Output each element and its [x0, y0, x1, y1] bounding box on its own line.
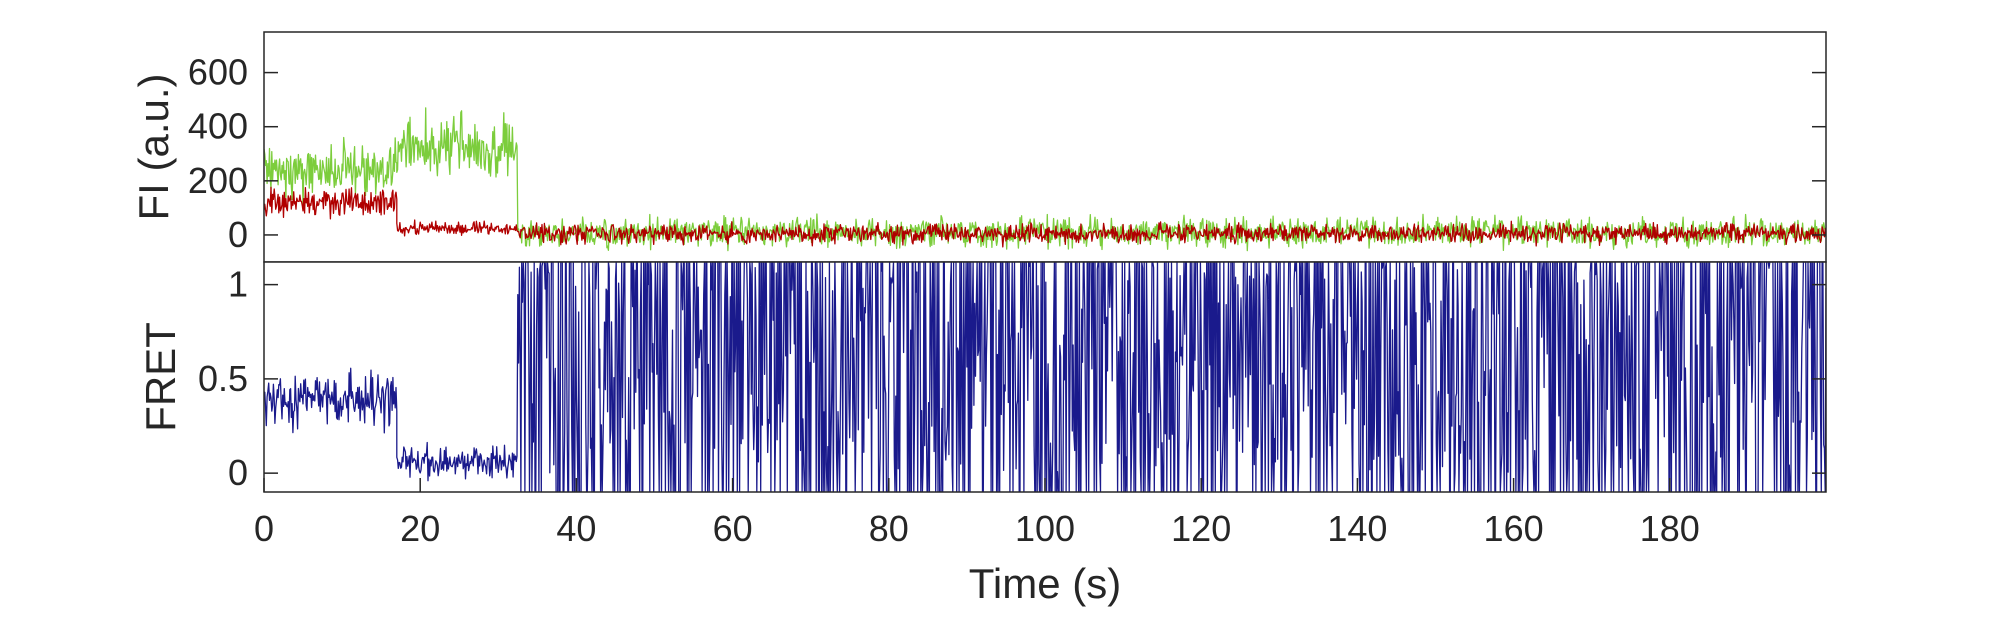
time-x-tick-label: 180 — [1640, 508, 1700, 549]
time-x-tick-label: 40 — [556, 508, 596, 549]
time-x-tick-label: 20 — [400, 508, 440, 549]
time-x-axis-label: Time (s) — [969, 560, 1121, 607]
intensity-y-axis-label: FI (a.u.) — [130, 73, 177, 220]
time-x-tick-label: 160 — [1484, 508, 1544, 549]
intensity-y-tick-label: 0 — [228, 214, 248, 255]
fret-y-ticks: 00.51 — [198, 264, 1826, 493]
time-x-ticks: 0 20 40 60 80 100 120 140 160 180 — [254, 478, 1700, 549]
intensity-series-group — [264, 107, 1826, 252]
intensity-series-acceptor — [264, 186, 1826, 248]
intensity-panel: 0 200 400 600 FI (a.u.) — [130, 31, 1827, 263]
time-x-tick-label: 0 — [254, 508, 274, 549]
intensity-y-ticks: 0 200 400 600 — [188, 52, 1826, 255]
fret-y-axis-label: FRET — [137, 322, 184, 432]
time-x-tick-label: 60 — [713, 508, 753, 549]
fret-y-tick-label: 1 — [228, 264, 248, 305]
time-x-tick-label: 80 — [869, 508, 909, 549]
time-x-tick-label: 140 — [1327, 508, 1387, 549]
time-x-tick-label: 100 — [1015, 508, 1075, 549]
fret-y-tick-label: 0 — [228, 452, 248, 493]
time-x-tick-label: 120 — [1171, 508, 1231, 549]
fret-series-group — [264, 262, 1826, 492]
fret-series-fret-efficiency — [264, 262, 1826, 492]
intensity-y-tick-label: 200 — [188, 160, 248, 201]
fret-y-tick-label: 0.5 — [198, 358, 248, 399]
intensity-y-tick-label: 400 — [188, 106, 248, 147]
fret-panel: 00.51 0 20 40 60 80 100 120 140 160 180 FRET Time… — [137, 261, 1827, 607]
intensity-y-tick-label: 600 — [188, 52, 248, 93]
